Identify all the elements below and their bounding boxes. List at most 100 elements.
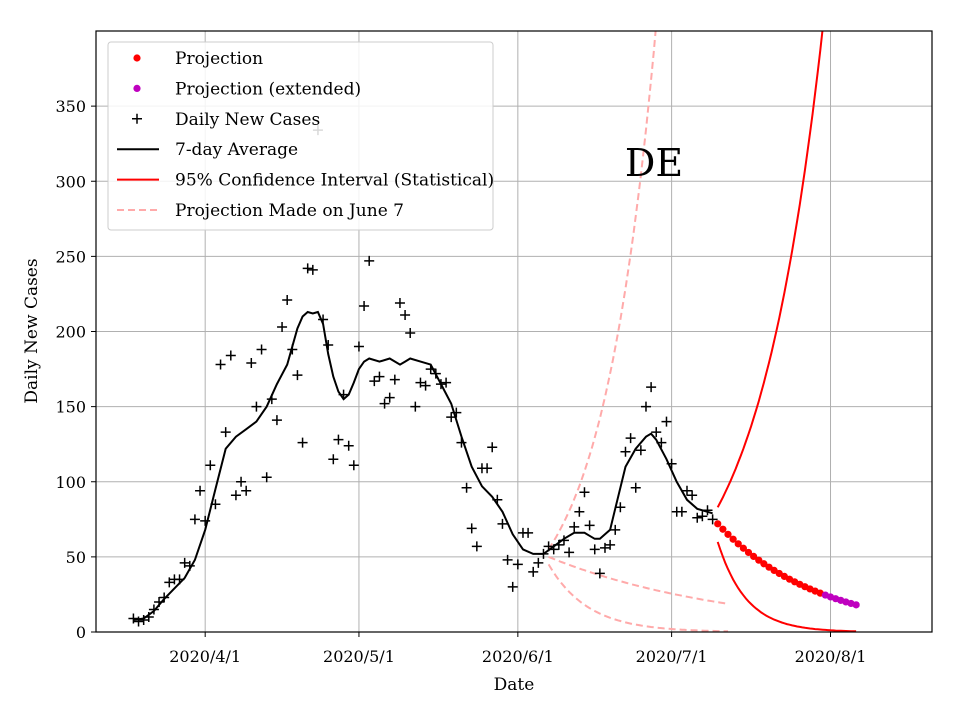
- daily-cases-marker: [277, 321, 288, 332]
- daily-cases-marker: [420, 380, 431, 391]
- daily-cases-marker: [651, 427, 662, 438]
- daily-cases-marker: [164, 577, 175, 588]
- daily-cases-marker: [220, 427, 231, 438]
- series-layer: [128, 31, 860, 632]
- daily-cases-marker: [599, 542, 610, 553]
- daily-cases-marker: [533, 557, 544, 568]
- axis-ticks: 2020/4/1 2020/5/1 2020/6/1 2020/7/1 2020/8/1…: [55, 97, 866, 666]
- daily-cases-marker: [487, 442, 498, 453]
- daily-cases-marker: [435, 379, 446, 390]
- y-tick-label: 300: [55, 172, 86, 191]
- y-tick-label: 0: [76, 623, 86, 642]
- y-axis-label: Daily New Cases: [22, 258, 42, 403]
- daily-cases-marker: [154, 596, 165, 607]
- x-tick-label: 2020/7/1: [636, 647, 708, 666]
- daily-cases-marker: [461, 482, 472, 493]
- daily-cases-marker: [512, 559, 523, 570]
- old-projection-lower: [547, 563, 729, 632]
- daily-cases-marker: [666, 458, 677, 469]
- grid: [96, 31, 932, 633]
- daily-cases-marker: [138, 614, 149, 625]
- daily-cases-marker: [174, 574, 185, 585]
- x-tick-label: 2020/8/1: [795, 647, 867, 666]
- daily-cases-marker: [630, 482, 641, 493]
- old-projection-middle: [548, 555, 729, 605]
- daily-cases-marker: [128, 613, 139, 624]
- projection-extended-dot: [852, 601, 860, 609]
- daily-cases-marker: [466, 523, 477, 534]
- daily-cases-marker: [210, 499, 221, 510]
- daily-cases-marker: [143, 611, 154, 622]
- daily-cases-marker: [318, 314, 329, 325]
- daily-cases-marker: [681, 485, 692, 496]
- legend-entry: Daily New Cases: [132, 110, 320, 130]
- y-tick-label: 250: [55, 247, 86, 266]
- daily-cases-marker: [256, 344, 267, 355]
- daily-cases-marker: [579, 487, 590, 498]
- daily-cases-marker: [548, 544, 559, 555]
- daily-cases-marker: [328, 454, 339, 465]
- legend-entry: 7-day Average: [117, 140, 298, 160]
- daily-cases-marker: [195, 485, 206, 496]
- daily-cases-marker: [451, 407, 462, 418]
- daily-cases-marker: [589, 544, 600, 555]
- daily-cases-marker: [266, 394, 277, 405]
- daily-cases-marker: [543, 541, 554, 552]
- daily-cases-marker: [261, 472, 272, 483]
- legend-entry: 95% Confidence Interval (Statistical): [117, 171, 494, 191]
- projection-dot: [760, 560, 768, 568]
- daily-cases-marker: [241, 485, 252, 496]
- daily-cases-marker: [507, 581, 518, 592]
- daily-cases-marker: [497, 518, 508, 529]
- daily-cases-marker: [640, 401, 651, 412]
- daily-cases-marker: [297, 437, 308, 448]
- plot-frame: [95, 30, 933, 633]
- x-axis-label: Date: [494, 675, 535, 695]
- daily-cases-marker: [446, 412, 457, 423]
- daily-cases-marker: [179, 557, 190, 568]
- daily-cases-marker: [338, 389, 349, 400]
- daily-cases-marker: [707, 514, 718, 525]
- daily-cases-marker: [615, 502, 626, 513]
- y-tick-label: 50: [66, 548, 86, 567]
- projection-dot: [729, 535, 737, 543]
- daily-cases-marker: [482, 463, 493, 474]
- legend-label: Projection Made on June 7: [175, 201, 404, 221]
- y-tick-label: 100: [55, 473, 86, 492]
- projection-dot: [719, 525, 727, 533]
- daily-cases-marker: [605, 539, 616, 550]
- daily-cases-marker: [528, 566, 539, 577]
- daily-cases-marker: [635, 445, 646, 456]
- daily-cases-marker: [610, 524, 621, 535]
- daily-cases-marker: [553, 539, 564, 550]
- daily-cases-marker: [702, 505, 713, 516]
- legend-entry: Projection: [133, 49, 263, 69]
- daily-cases-marker: [359, 300, 370, 311]
- projection-dot: [714, 520, 722, 528]
- daily-cases-marker: [425, 364, 436, 375]
- old-projection-upper: [547, 31, 657, 550]
- daily-cases-marker: [594, 568, 605, 579]
- daily-cases-marker: [574, 506, 585, 517]
- y-tick-label: 200: [55, 323, 86, 342]
- daily-cases-marker: [302, 263, 313, 274]
- daily-cases-marker: [558, 535, 569, 546]
- legend-label: 95% Confidence Interval (Statistical): [175, 171, 494, 191]
- daily-cases-marker: [564, 547, 575, 558]
- x-tick-label: 2020/5/1: [323, 647, 395, 666]
- daily-cases-marker: [343, 440, 354, 451]
- daily-cases-marker: [415, 377, 426, 388]
- x-tick-label: 2020/4/1: [169, 647, 241, 666]
- daily-cases-marker: [364, 255, 375, 266]
- daily-cases-marker: [230, 490, 241, 501]
- daily-cases-marker: [569, 521, 580, 532]
- daily-cases-marker: [410, 401, 421, 412]
- y-tick-label: 150: [55, 398, 86, 417]
- daily-cases-marker: [584, 520, 595, 531]
- daily-cases-marker: [405, 328, 416, 339]
- daily-cases-marker: [538, 548, 549, 559]
- legend-entry: Projection (extended): [133, 79, 361, 99]
- ci-lower-line: [716, 541, 857, 632]
- daily-cases-marker: [200, 515, 211, 526]
